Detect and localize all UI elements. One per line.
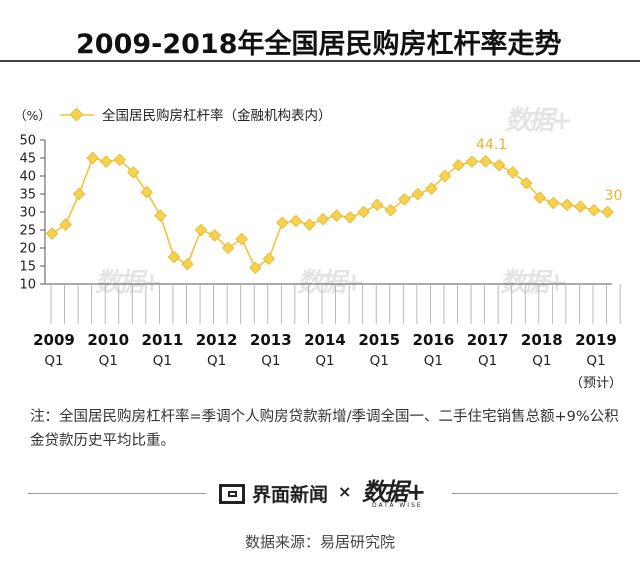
- data-point: [452, 158, 465, 172]
- y-tick-label: 45: [19, 152, 36, 167]
- data-point: [208, 229, 221, 242]
- x-year-label: 2012: [196, 331, 238, 349]
- data-point: [370, 198, 384, 212]
- x-quarter-label: Q1: [261, 353, 280, 369]
- x-year-label: 2013: [250, 331, 292, 349]
- brand-name: 界面新闻: [252, 484, 329, 506]
- data-point: [194, 223, 208, 237]
- data-point: [601, 205, 614, 219]
- data-point: [384, 203, 397, 217]
- x-year-label: 2017: [467, 331, 509, 349]
- times-sign: ×: [338, 482, 352, 501]
- data-point: [181, 257, 194, 271]
- data-point: [303, 218, 316, 231]
- line-chart: 10 15 20 25 30 35 40 45 50 （%） 2009 Q1 2010 Q1 2011 Q1 2…: [14, 107, 623, 391]
- x-year-label: 2010: [87, 331, 129, 349]
- watermark: 数据+: [505, 106, 573, 136]
- data-point: [587, 203, 601, 217]
- data-point: [86, 151, 99, 165]
- data-point: [343, 211, 357, 224]
- data-point: [45, 227, 59, 240]
- data-point: [249, 261, 262, 275]
- data-point: [99, 155, 113, 168]
- data-point: [276, 216, 289, 230]
- data-label: 30: [605, 188, 623, 204]
- x-quarter-label: Q1: [207, 353, 226, 369]
- data-label: 44.1: [476, 137, 507, 153]
- x-year-label: 2009: [33, 331, 75, 349]
- x-quarter-label: Q1: [370, 353, 389, 369]
- top-rule: [0, 60, 640, 62]
- data-point: [560, 198, 574, 212]
- footnote: 注：全国居民购房杠杆率=季调个人购房贷款新增/季调全国一、二手住宅销售总额+9%…: [30, 409, 619, 449]
- data-point: [330, 209, 343, 222]
- jiemian-logo: 界面新闻: [219, 480, 328, 507]
- data-point: [221, 241, 235, 255]
- data-point: [140, 185, 154, 199]
- x-quarter-label: Q1: [315, 353, 334, 369]
- y-tick-label: 50: [19, 134, 36, 149]
- x-year-label: 2014: [304, 331, 346, 349]
- forecast-label: （预计）: [570, 376, 622, 391]
- y-tick-label: 20: [19, 242, 36, 257]
- data-point: [59, 218, 72, 231]
- data-point: [113, 153, 126, 167]
- footer-divider-right: [452, 493, 618, 494]
- y-unit-label: （%）: [14, 108, 51, 123]
- datawise-logo: 数据+: [362, 477, 426, 506]
- data-point: [127, 166, 140, 179]
- y-tick-label: 35: [19, 188, 36, 203]
- data-point: [289, 214, 303, 228]
- data-point: [411, 187, 425, 201]
- x-quarter-label: Q1: [44, 353, 63, 369]
- data-point: [465, 155, 479, 168]
- jiemian-icon: [219, 483, 245, 504]
- footer-divider-left: [28, 493, 206, 494]
- data-point: [547, 196, 560, 210]
- watermark: 数据+: [500, 268, 568, 298]
- data-point: [154, 209, 167, 222]
- x-quarter-label: Q1: [99, 353, 118, 369]
- legend-label: 全国居民购房杠杆率（金融机构表内）: [102, 107, 332, 124]
- y-tick-label: 30: [19, 206, 36, 221]
- y-tick-label: 10: [19, 278, 36, 293]
- x-year-label: 2015: [358, 331, 400, 349]
- chart-title: 2009-2018年全国居民购房杠杆率走势: [76, 29, 562, 60]
- data-point: [574, 200, 587, 213]
- data-point: [520, 176, 533, 190]
- y-tick-label: 25: [19, 224, 36, 239]
- y-tick-label: 15: [19, 260, 36, 275]
- data-point: [398, 193, 411, 206]
- x-year-label: 2011: [142, 331, 184, 349]
- data-point: [235, 232, 248, 246]
- data-point: [492, 158, 506, 172]
- datawise-subtitle: DATA WISE: [372, 502, 423, 509]
- x-quarter-label: Q1: [532, 353, 551, 369]
- legend-marker: [69, 107, 84, 122]
- data-point: [357, 205, 370, 219]
- watermark: 数据+: [95, 268, 163, 298]
- data-source: 数据来源：易居研究院: [244, 533, 395, 551]
- x-quarter-label: Q1: [478, 353, 497, 369]
- data-point: [533, 191, 547, 204]
- y-tick-label: 40: [19, 170, 36, 185]
- data-point: [316, 212, 330, 226]
- x-quarter-label: Q1: [153, 353, 172, 369]
- data-point: [262, 252, 276, 266]
- x-year-label: 2019: [575, 331, 617, 349]
- x-quarter-label: Q1: [586, 353, 605, 369]
- x-quarter-label: Q1: [424, 353, 443, 369]
- data-point: [72, 187, 86, 201]
- data-point: [167, 250, 181, 264]
- data-point: [438, 169, 452, 183]
- data-point: [506, 166, 519, 179]
- x-year-label: 2016: [413, 331, 455, 349]
- data-point: [479, 155, 492, 168]
- x-year-label: 2018: [521, 331, 563, 349]
- data-point: [425, 182, 438, 195]
